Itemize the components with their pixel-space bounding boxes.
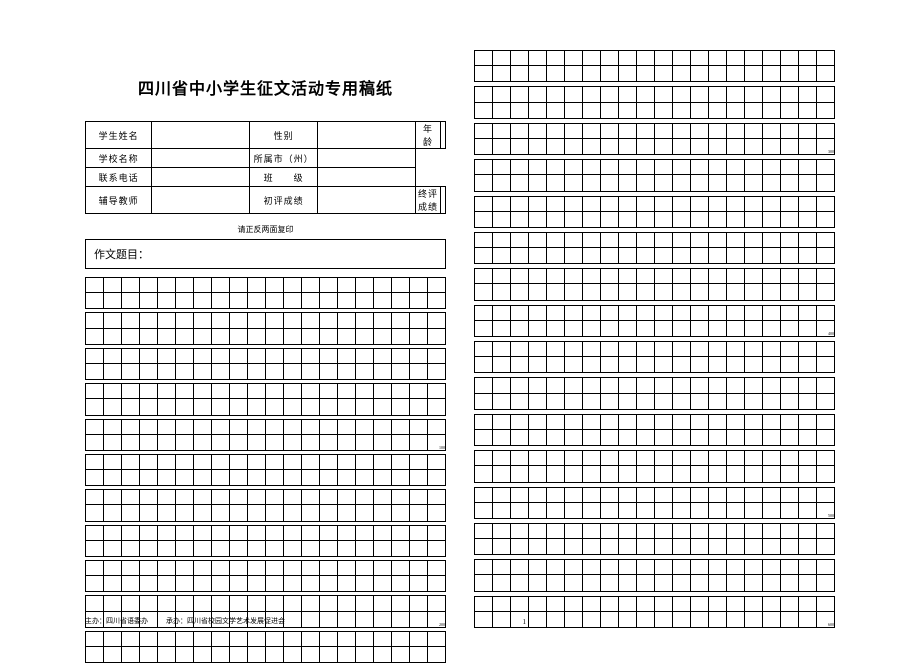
grid-group <box>474 159 835 191</box>
grid-group <box>85 525 446 557</box>
info-value <box>152 187 250 214</box>
document-title: 四川省中小学生征文活动专用稿纸 <box>85 75 446 99</box>
grid-group <box>474 414 835 446</box>
info-label: 班 级 <box>249 168 317 187</box>
copy-note: 请正反两面复印 <box>85 224 446 235</box>
grid-group: 300 <box>474 123 835 155</box>
essay-title-box: 作文题目： <box>85 239 446 269</box>
grid-group <box>474 268 835 300</box>
grid-group: 600 <box>474 596 835 628</box>
footer: 主办：四川省语委办 承办：四川省校园文学艺术发展促进会 <box>85 616 285 626</box>
info-label: 联系电话 <box>86 168 152 187</box>
grid-group: 400 <box>474 305 835 337</box>
info-label: 学校名称 <box>86 149 152 168</box>
grid-group <box>85 348 446 380</box>
info-value <box>152 168 250 187</box>
info-label: 性别 <box>249 122 317 149</box>
info-label: 终评成绩 <box>415 187 440 214</box>
left-column: 四川省中小学生征文活动专用稿纸 学生姓名 性别 年 龄学校名称 所属市（州） 联系电话 班… <box>85 50 446 616</box>
info-label: 初评成绩 <box>249 187 317 214</box>
info-label: 学生姓名 <box>86 122 152 149</box>
info-label: 年 龄 <box>415 122 440 149</box>
essay-title-label: 作文题目： <box>94 249 149 261</box>
writing-grid-right: 300 400 500 600 <box>474 50 835 632</box>
page-container: 四川省中小学生征文活动专用稿纸 学生姓名 性别 年 龄学校名称 所属市（州） 联系电话 班… <box>85 50 835 616</box>
grid-group <box>474 341 835 373</box>
info-label: 辅导教师 <box>86 187 152 214</box>
char-count-marker: 200 <box>439 623 445 627</box>
info-value <box>318 187 416 214</box>
grid-group <box>474 50 835 82</box>
footer-org2: 承办：四川省校园文学艺术发展促进会 <box>166 616 285 626</box>
grid-group: 100 <box>85 419 446 451</box>
grid-group <box>85 631 446 663</box>
right-column: 300400500600 <box>474 50 835 616</box>
info-value <box>318 149 416 168</box>
char-count-marker: 400 <box>828 332 834 336</box>
info-value <box>318 122 416 149</box>
grid-group <box>474 559 835 591</box>
grid-group <box>85 383 446 415</box>
grid-group <box>85 312 446 344</box>
grid-group <box>85 454 446 486</box>
char-count-marker: 600 <box>828 623 834 627</box>
grid-group: 500 <box>474 487 835 519</box>
char-count-marker: 100 <box>439 446 445 450</box>
info-value <box>440 187 445 214</box>
info-value <box>152 149 250 168</box>
grid-group <box>474 450 835 482</box>
grid-group <box>474 377 835 409</box>
grid-group <box>85 560 446 592</box>
char-count-marker: 500 <box>828 514 834 518</box>
info-value <box>152 122 250 149</box>
footer-org1: 主办：四川省语委办 <box>85 616 148 626</box>
grid-group <box>474 86 835 118</box>
grid-group <box>474 196 835 228</box>
char-count-marker: 300 <box>828 150 834 154</box>
grid-group <box>85 277 446 309</box>
grid-group <box>474 523 835 555</box>
page-number: 1 <box>523 618 527 626</box>
student-info-table: 学生姓名 性别 年 龄学校名称 所属市（州） 联系电话 班 级辅导教师 初评成绩 终评成绩 <box>85 121 446 214</box>
writing-grid-left: 100 200 <box>85 277 446 666</box>
info-label: 所属市（州） <box>249 149 317 168</box>
grid-group <box>85 489 446 521</box>
info-value <box>318 168 416 187</box>
grid-group <box>474 232 835 264</box>
